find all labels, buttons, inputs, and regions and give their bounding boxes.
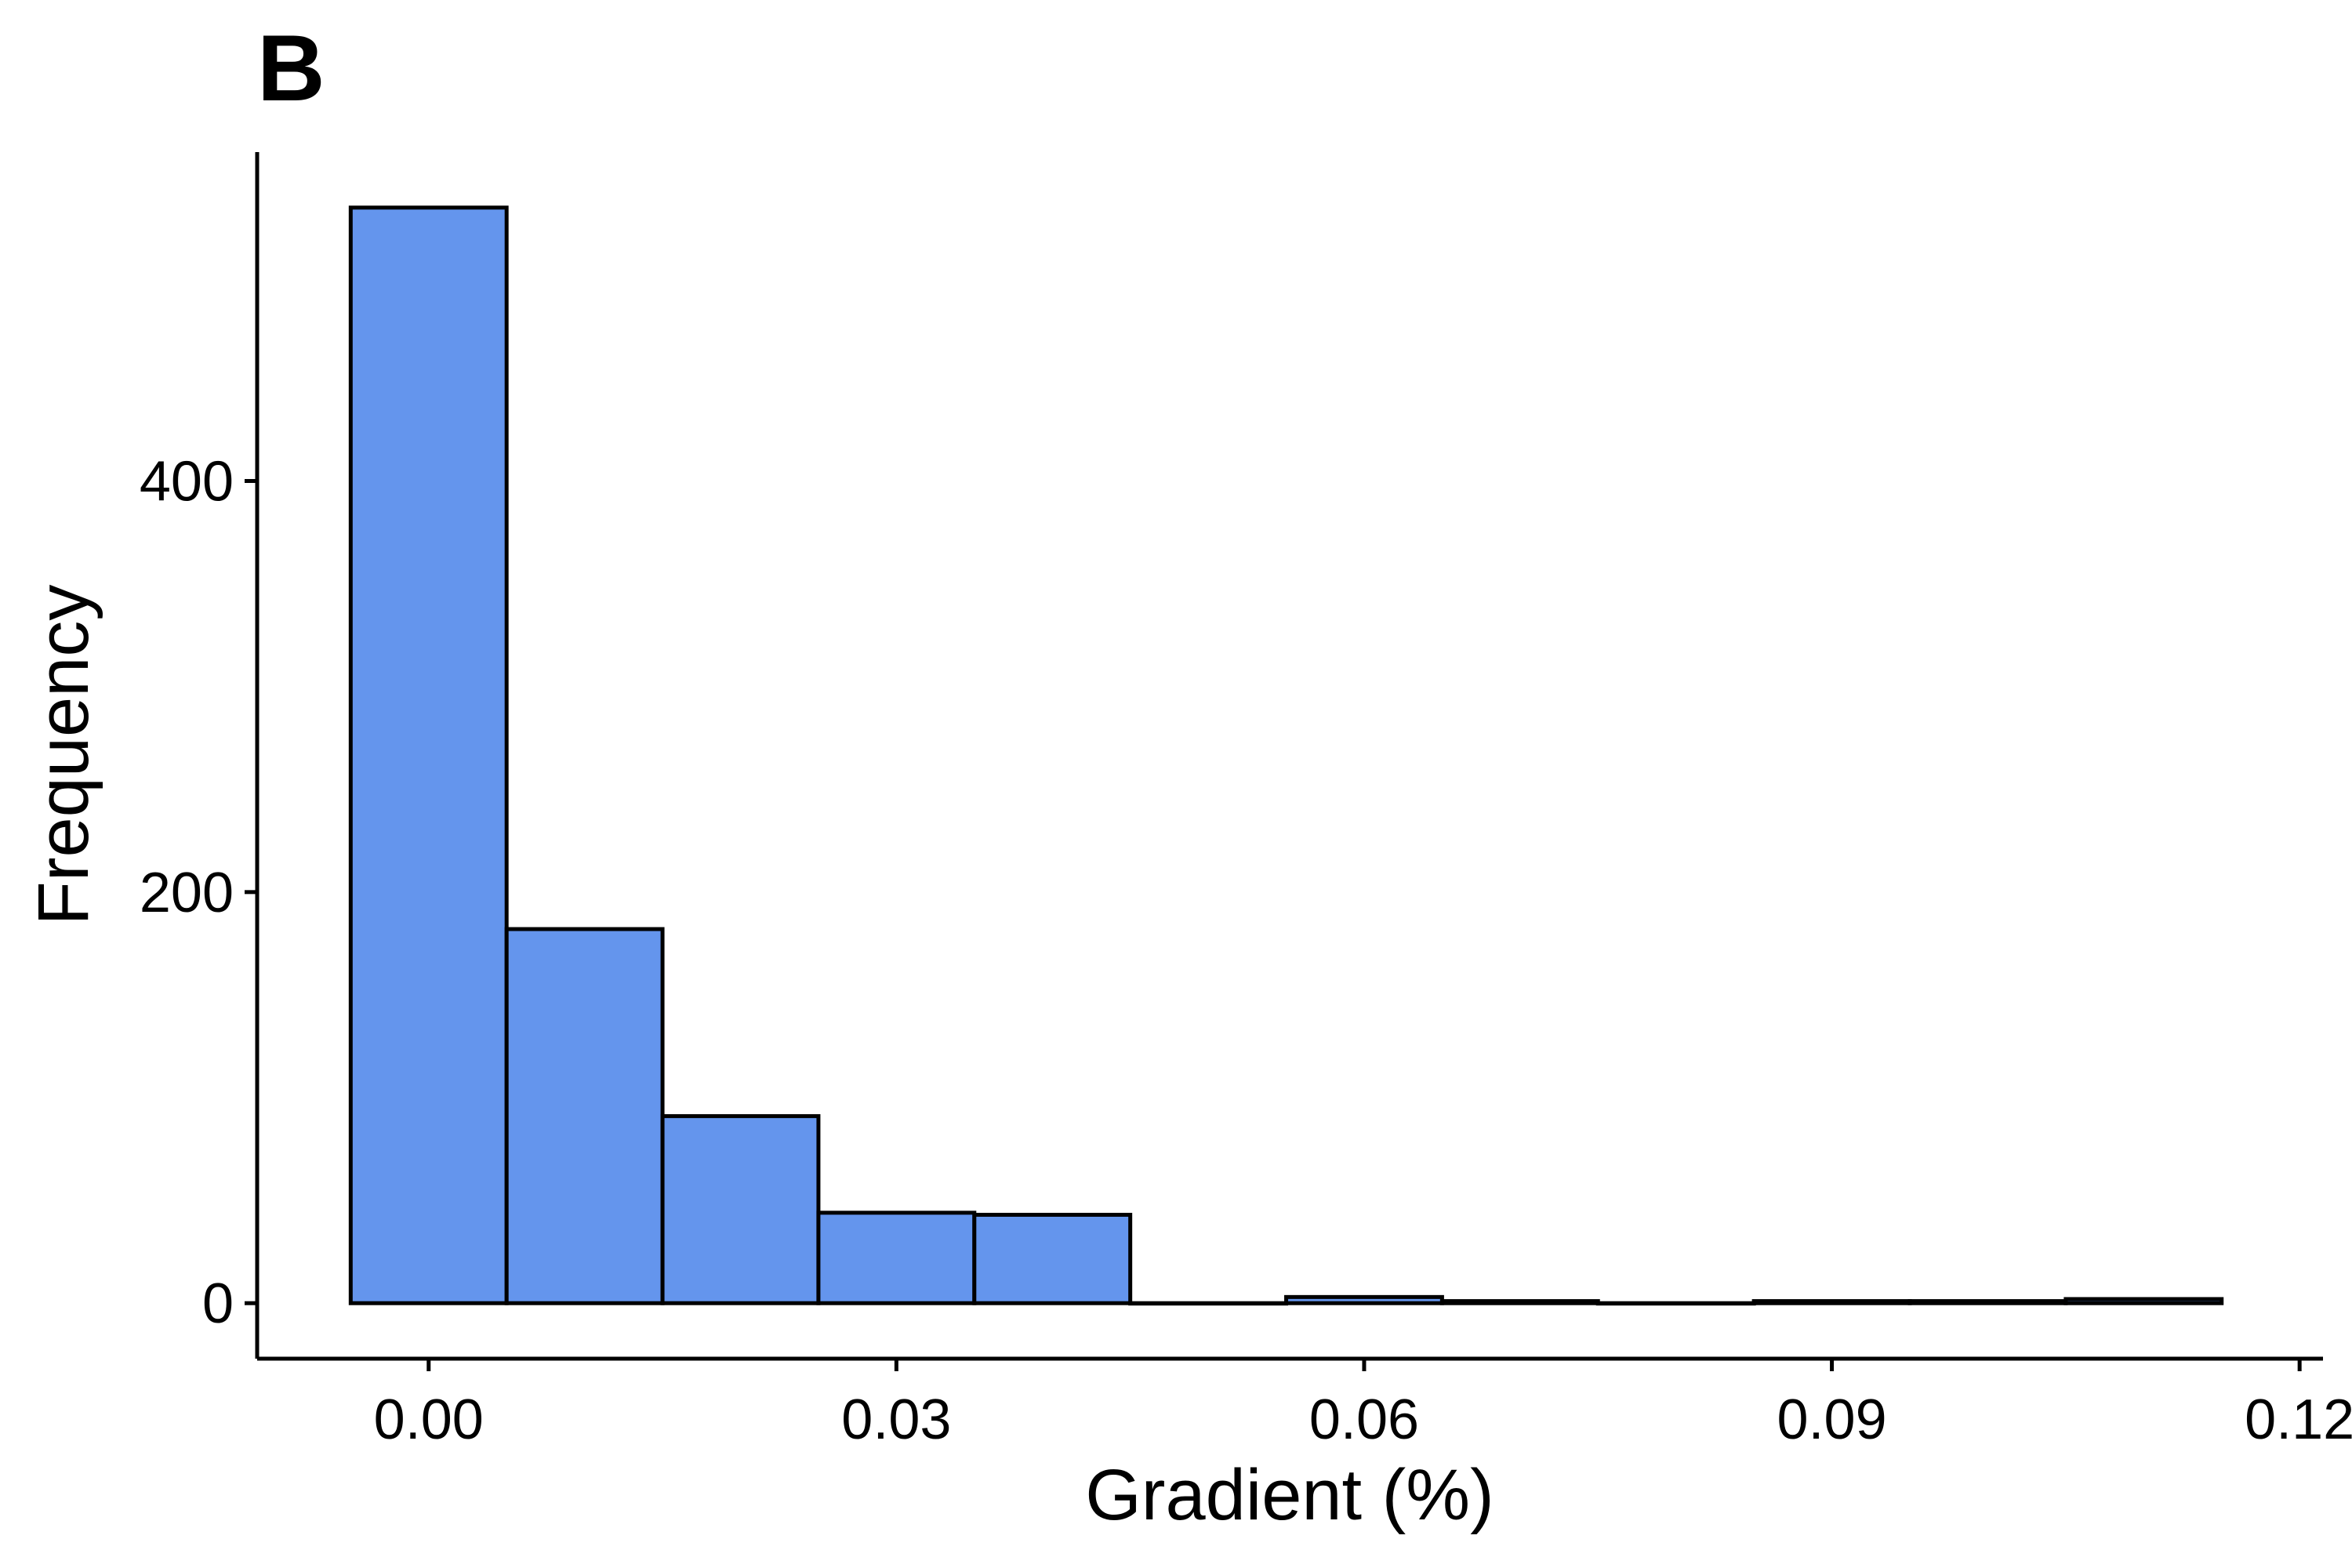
y-axis-title: Frequency bbox=[24, 585, 103, 926]
x-axis-ticks: 0.00 0.03 0.06 0.09 0.12 bbox=[374, 1359, 2352, 1451]
y-tick-label: 200 bbox=[140, 862, 234, 924]
y-tick-label: 0 bbox=[202, 1272, 234, 1335]
x-axis-title: Gradient (%) bbox=[1085, 1455, 1494, 1535]
histogram-bar-6 bbox=[1284, 1294, 1444, 1305]
histogram-bar-11 bbox=[2063, 1297, 2224, 1305]
histogram-bar-10 bbox=[1907, 1299, 2068, 1305]
x-tick-label: 0.06 bbox=[1309, 1388, 1419, 1451]
histogram-bar-1 bbox=[504, 927, 665, 1305]
histogram-bar-3 bbox=[816, 1210, 977, 1305]
y-tick-label: 400 bbox=[140, 450, 234, 513]
histogram-bar-9 bbox=[1751, 1299, 1912, 1305]
x-tick-label: 0.12 bbox=[2245, 1388, 2352, 1451]
histogram-bar-0 bbox=[348, 205, 509, 1305]
x-tick-label: 0.00 bbox=[374, 1388, 484, 1451]
histogram-bar-4 bbox=[972, 1212, 1133, 1305]
histogram-bars bbox=[348, 205, 2224, 1306]
histogram-bar-5 bbox=[1128, 1301, 1289, 1306]
histogram-bar-2 bbox=[660, 1114, 821, 1305]
x-tick-label: 0.03 bbox=[841, 1388, 951, 1451]
x-tick-label: 0.09 bbox=[1777, 1388, 1886, 1451]
y-axis-ticks: 0 200 400 bbox=[140, 450, 257, 1335]
panel-label: B bbox=[257, 16, 325, 121]
histogram-bar-7 bbox=[1439, 1299, 1600, 1305]
histogram-bar-8 bbox=[1595, 1301, 1756, 1306]
